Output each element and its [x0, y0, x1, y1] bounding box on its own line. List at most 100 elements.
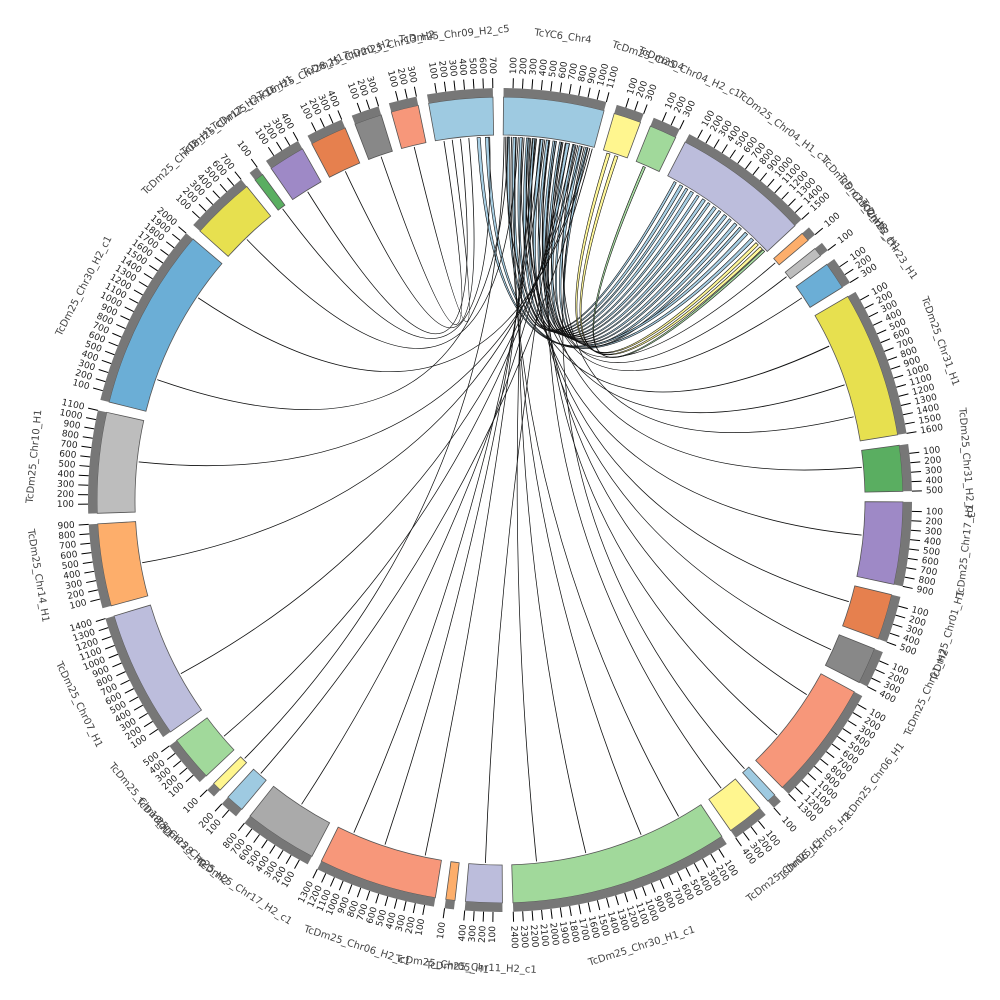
tick-label: 2300 — [518, 925, 529, 949]
tick-band — [444, 899, 455, 910]
tick-mark — [443, 81, 447, 92]
tick-mark — [356, 102, 362, 113]
tick-mark — [718, 848, 725, 858]
tick-mark — [84, 426, 95, 430]
sector — [270, 148, 322, 201]
tick-mark — [615, 895, 619, 906]
tick-mark — [685, 867, 691, 877]
tick-label: 300 — [395, 914, 409, 933]
tick-mark — [347, 884, 353, 894]
tick-label: 800 — [577, 64, 590, 83]
tick-mark — [179, 767, 188, 775]
link — [527, 137, 849, 603]
tick-mark — [643, 104, 648, 115]
tick-mark — [859, 294, 870, 301]
tick-label: 100 — [779, 815, 798, 835]
tick-mark — [90, 598, 101, 602]
link — [260, 148, 593, 774]
tick-mark — [820, 758, 829, 766]
tick-mark — [569, 905, 572, 917]
tick-mark — [721, 144, 728, 154]
tick-mark — [864, 303, 874, 309]
link — [528, 138, 700, 336]
tick-mark — [774, 185, 782, 194]
tick-mark — [79, 465, 90, 467]
tick-label: 100 — [414, 918, 427, 937]
tick-mark — [767, 178, 775, 188]
tick-mark — [697, 129, 703, 139]
tick-mark — [285, 854, 292, 865]
tick-mark — [338, 880, 344, 891]
tick-mark — [86, 580, 97, 584]
tick-mark — [911, 471, 922, 473]
link — [413, 139, 470, 322]
tick-band — [249, 167, 263, 180]
tick-mark — [112, 662, 122, 668]
tick-label: 2200 — [528, 924, 540, 948]
tick-mark — [160, 249, 169, 256]
tick-mark — [729, 149, 736, 159]
sector — [773, 232, 809, 266]
sector-name: TcDm25_Chr14_H1 — [24, 527, 50, 623]
tick-mark — [898, 393, 909, 397]
tick-label: 2400 — [508, 926, 519, 949]
sector-name: TcDm25_Chr10_H1 — [25, 409, 45, 505]
tick-label: 700 — [59, 540, 77, 552]
tick-mark — [221, 809, 230, 819]
tick-band — [512, 836, 727, 912]
tick-mark — [149, 264, 158, 272]
tick-mark — [849, 276, 859, 284]
tick-label: 300 — [924, 527, 942, 538]
tick-label: 200 — [924, 455, 942, 467]
tick-mark — [578, 85, 582, 96]
tick-mark — [904, 576, 915, 580]
tick-label: 1600 — [920, 423, 944, 437]
tick-label: 700 — [567, 62, 580, 81]
tick-label: 200 — [436, 60, 448, 79]
tick-label: 400 — [385, 911, 399, 930]
tick-label: 300 — [64, 579, 83, 592]
link — [138, 147, 588, 466]
tick-label: 1500 — [918, 413, 943, 427]
sector — [227, 768, 267, 810]
tick-mark — [98, 369, 109, 374]
tick-mark — [659, 879, 665, 889]
tick-mark — [902, 585, 913, 589]
tick-mark — [261, 839, 268, 849]
tick-mark — [814, 765, 823, 774]
tick-mark — [596, 89, 601, 100]
tick-mark — [876, 329, 887, 335]
tick-label: 900 — [915, 585, 934, 598]
tick-label: 300 — [468, 925, 479, 943]
tick-mark — [79, 533, 90, 536]
tick-mark — [752, 166, 760, 176]
tick-mark — [116, 323, 126, 330]
tick-mark — [842, 728, 852, 735]
tick-label: 300 — [364, 75, 379, 95]
tick-label: 200 — [925, 517, 943, 528]
link — [542, 140, 717, 340]
link — [244, 136, 505, 759]
tick-mark — [311, 122, 317, 132]
tick-mark — [906, 567, 917, 570]
tick-mark — [412, 903, 416, 914]
tick-mark — [578, 904, 582, 915]
tick-mark — [267, 147, 275, 156]
tick-mark — [633, 889, 638, 900]
tick-label: 1900 — [557, 921, 570, 945]
tick-mark — [868, 311, 879, 318]
tick-label: 500 — [61, 560, 80, 573]
tick-mark — [827, 243, 837, 251]
link — [562, 146, 742, 347]
tick-label: 200 — [478, 925, 489, 943]
tick-mark — [191, 210, 200, 219]
tick-mark — [596, 900, 601, 911]
tick-mark — [404, 88, 408, 99]
tick-mark — [375, 893, 380, 904]
tick-mark — [328, 114, 334, 124]
tick-mark — [531, 910, 534, 921]
tick-mark — [78, 474, 89, 477]
tick-mark — [831, 743, 841, 751]
link — [575, 152, 759, 354]
tick-mark — [895, 614, 906, 619]
